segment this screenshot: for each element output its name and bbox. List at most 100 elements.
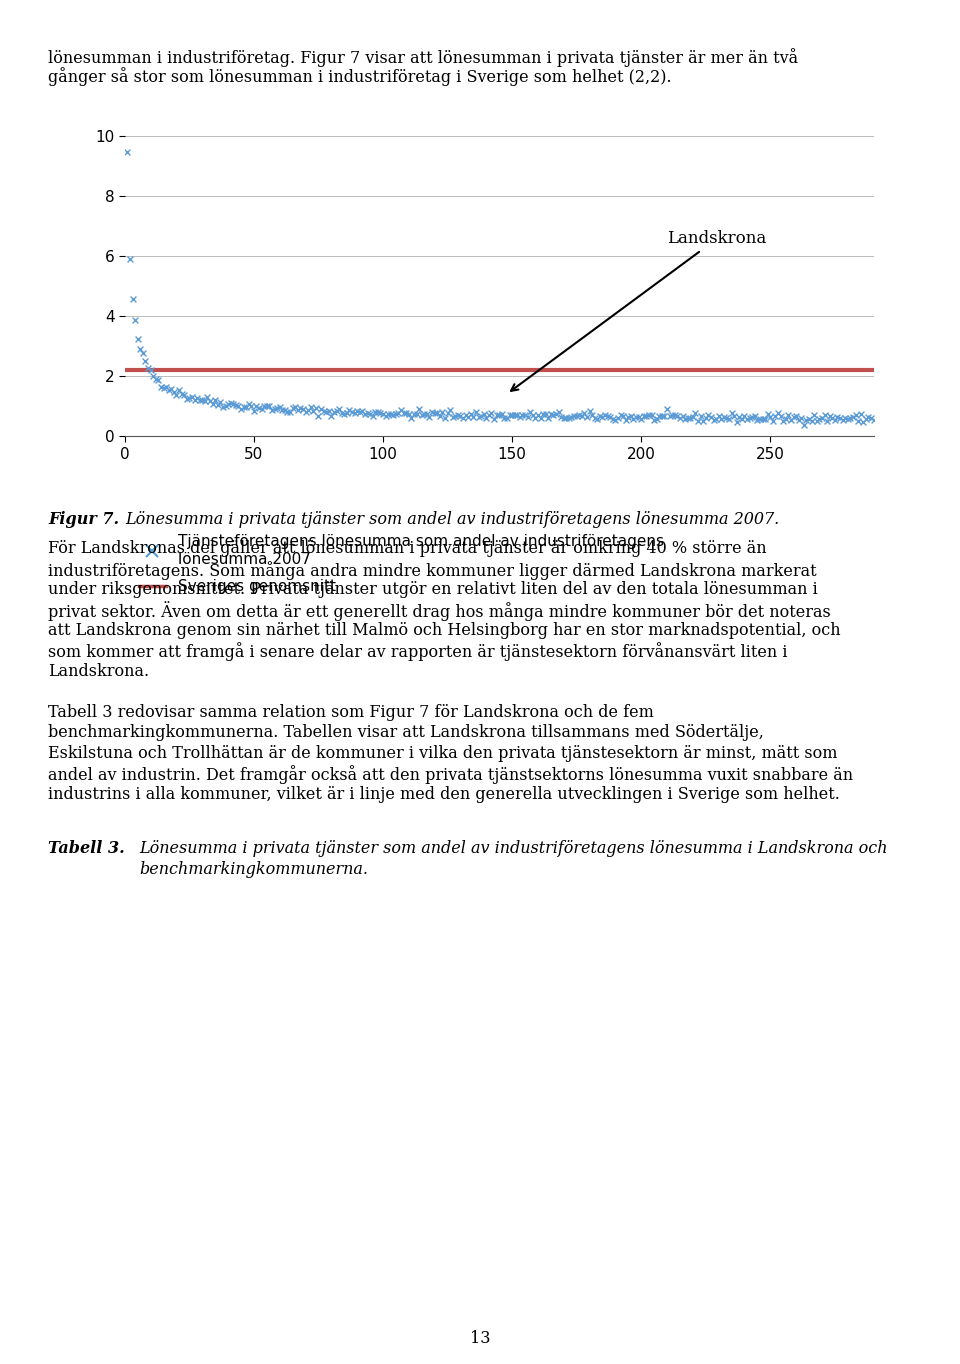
Point (371, 401, 386, 423)
Point (615, 405, 631, 427)
Point (414, 404, 429, 426)
Point (354, 400, 370, 421)
Point (770, 402, 785, 424)
Point (851, 411, 866, 432)
Point (828, 409, 843, 431)
Point (597, 404, 612, 426)
Point (455, 408, 470, 430)
Legend: Tjänsteföretagens lönesumma som andel av industriföretagens
lönesumma 2007, Sver: Tjänsteföretagens lönesumma som andel av… (132, 528, 670, 600)
Point (406, 404, 421, 426)
Point (207, 390, 223, 412)
Point (654, 405, 669, 427)
Point (776, 411, 791, 432)
Point (244, 396, 259, 417)
Point (345, 401, 360, 423)
Point (277, 398, 293, 420)
Point (809, 411, 825, 432)
Point (711, 405, 727, 427)
Point (685, 406, 701, 428)
Point (476, 402, 492, 424)
Point (293, 397, 308, 419)
Point (272, 396, 287, 417)
Point (750, 409, 765, 431)
Point (822, 405, 837, 427)
Point (734, 408, 750, 430)
Point (605, 408, 620, 430)
Point (755, 408, 770, 430)
Point (154, 375, 169, 397)
Point (644, 404, 660, 426)
Point (806, 404, 822, 426)
Point (349, 401, 365, 423)
Point (765, 409, 780, 431)
Point (401, 404, 417, 426)
Point (368, 401, 383, 423)
Point (657, 405, 672, 427)
Point (825, 408, 840, 430)
Point (779, 408, 794, 430)
Point (420, 404, 435, 426)
Point (470, 406, 486, 428)
Point (704, 406, 719, 428)
Point (540, 406, 556, 428)
Point (479, 406, 494, 428)
Point (499, 408, 515, 430)
Point (158, 376, 174, 398)
Point (386, 404, 401, 426)
Point (492, 404, 507, 426)
Point (184, 386, 200, 408)
Point (337, 402, 352, 424)
Point (388, 402, 403, 424)
Point (365, 405, 380, 427)
Point (636, 405, 652, 427)
Point (513, 406, 528, 428)
Point (347, 402, 362, 424)
Point (603, 406, 618, 428)
Text: lönesumman i industriföretag. Figur 7 visar att lönesumman i privata tjänster är: lönesumman i industriföretag. Figur 7 vi… (48, 48, 798, 67)
Point (161, 379, 177, 401)
Point (200, 386, 215, 408)
Point (321, 400, 336, 421)
Point (569, 405, 585, 427)
Point (664, 404, 680, 426)
Point (241, 393, 256, 415)
Point (701, 404, 716, 426)
Point (520, 406, 536, 428)
Point (187, 389, 203, 411)
Text: industriföretagens. Som många andra mindre kommuner ligger därmed Landskrona mar: industriföretagens. Som många andra mind… (48, 561, 817, 580)
Point (461, 406, 476, 428)
Point (256, 396, 272, 417)
Point (843, 408, 858, 430)
Point (817, 404, 832, 426)
Point (429, 402, 444, 424)
Point (252, 397, 267, 419)
Point (221, 393, 236, 415)
Point (638, 405, 654, 427)
Point (773, 405, 788, 427)
Point (296, 398, 311, 420)
Point (589, 408, 605, 430)
Point (788, 405, 804, 427)
Point (693, 405, 708, 427)
Text: industrins i alla kommuner, vilket är i linje med den generella utvecklingen i S: industrins i alla kommuner, vilket är i … (48, 786, 840, 802)
Point (641, 404, 657, 426)
Point (398, 402, 414, 424)
Point (577, 402, 592, 424)
Point (848, 404, 863, 426)
Text: Tabell 3 redovisar samma relation som Figur 7 för Landskrona och de fem: Tabell 3 redovisar samma relation som Fi… (48, 704, 654, 720)
Point (683, 408, 698, 430)
Point (678, 408, 693, 430)
Point (698, 408, 713, 430)
Point (421, 406, 437, 428)
Point (863, 406, 878, 428)
Point (670, 405, 685, 427)
Point (215, 397, 230, 419)
Point (468, 401, 484, 423)
Point (132, 338, 148, 360)
Point (652, 405, 667, 427)
Point (210, 394, 226, 416)
Point (404, 406, 420, 428)
Point (166, 382, 181, 404)
Point (197, 390, 212, 412)
Point (695, 411, 710, 432)
